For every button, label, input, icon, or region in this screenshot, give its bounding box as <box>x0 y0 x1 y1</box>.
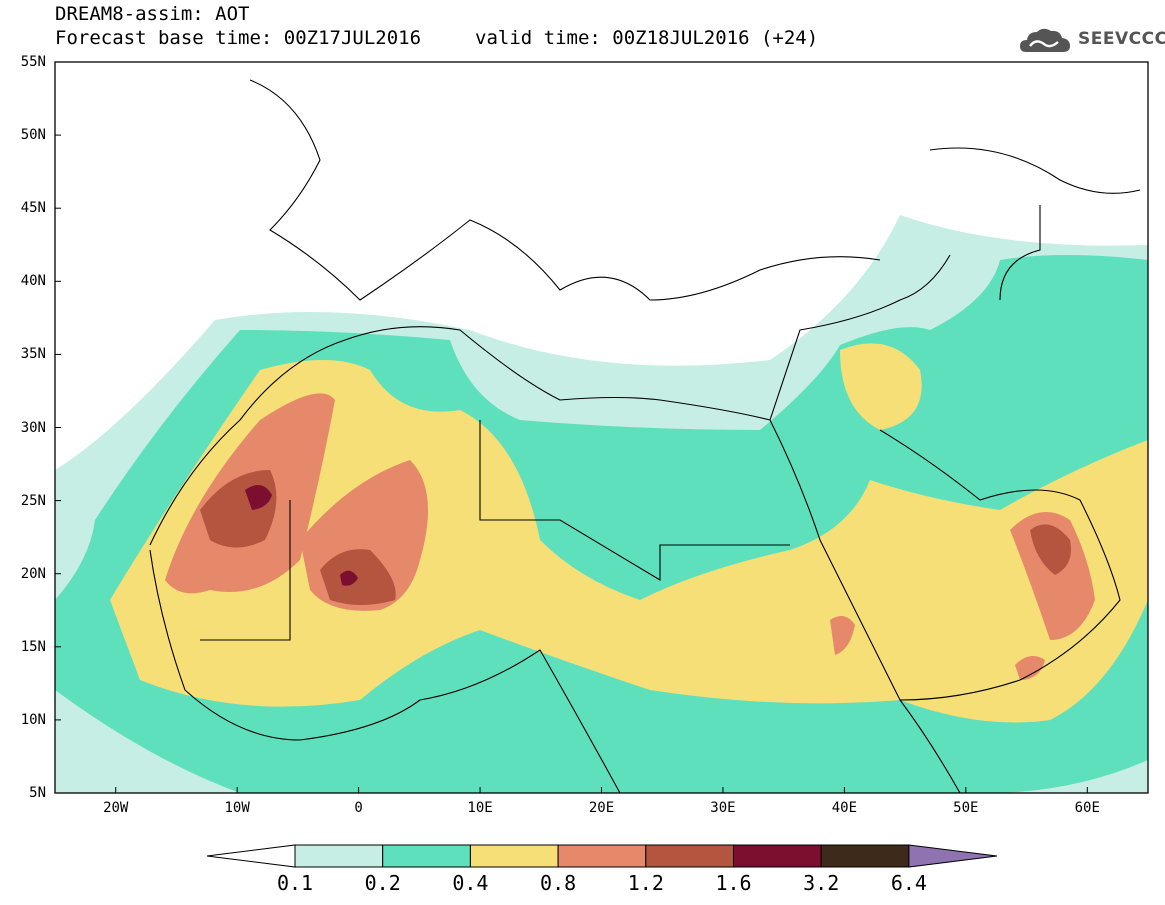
colorbar-box <box>645 844 734 868</box>
colorbar-label: 0.4 <box>452 871 489 895</box>
aot-level-0-4 <box>110 343 1148 723</box>
colorbar-label: 0.1 <box>276 871 314 895</box>
lat-label: 30N <box>20 419 46 436</box>
lat-label: 25N <box>20 492 46 509</box>
colorbar-label: 0.2 <box>364 871 401 895</box>
forecast-base-time: Forecast base time: 00Z17JUL2016 <box>55 27 422 49</box>
lat-label: 5N <box>29 785 46 801</box>
map-title: DREAM8-assim: AOT <box>55 3 250 25</box>
colorbar-arrow-low <box>206 844 296 868</box>
colorbar-box <box>557 844 647 868</box>
lat-label: 55N <box>20 54 46 70</box>
colorbar-arrow-high <box>908 844 997 868</box>
lon-label: 20W <box>103 800 129 816</box>
valid-time: valid time: 00Z18JUL2016 (+24) <box>475 27 819 49</box>
lon-label: 10W <box>224 800 250 816</box>
aot-level-1-6 <box>245 485 358 586</box>
cloud-icon <box>1020 28 1070 52</box>
lon-label: 10E <box>467 800 493 816</box>
colorbar-box <box>469 844 559 868</box>
lat-label: 35N <box>20 346 46 363</box>
colorbar-label: 0.8 <box>540 871 577 895</box>
colorbar-label: 1.2 <box>627 871 664 895</box>
lon-label: 60E <box>1074 800 1100 816</box>
colorbar-label: 3.2 <box>803 871 840 895</box>
lon-label: 20E <box>588 800 615 816</box>
colorbar-box <box>382 844 471 868</box>
lat-label: 50N <box>20 127 46 144</box>
lon-label: 40E <box>831 800 858 816</box>
colorbar-box <box>294 844 384 868</box>
colorbar-label: 6.4 <box>890 871 927 895</box>
lon-label: 30E <box>710 800 736 816</box>
lon-label: 50E <box>953 800 979 816</box>
lat-label: 15N <box>20 638 46 655</box>
colorbar-box <box>733 844 822 868</box>
colorbar-box <box>820 844 910 868</box>
coastlines <box>149 79 1141 793</box>
lat-label: 45N <box>20 200 46 217</box>
lat-label: 40N <box>20 273 46 290</box>
colorbar-label: 1.6 <box>715 871 752 895</box>
logo-text: SEEVCCC <box>1078 29 1165 49</box>
lon-label: 0 <box>354 800 363 816</box>
lat-label: 10N <box>20 711 46 728</box>
lat-label: 20N <box>20 565 46 582</box>
